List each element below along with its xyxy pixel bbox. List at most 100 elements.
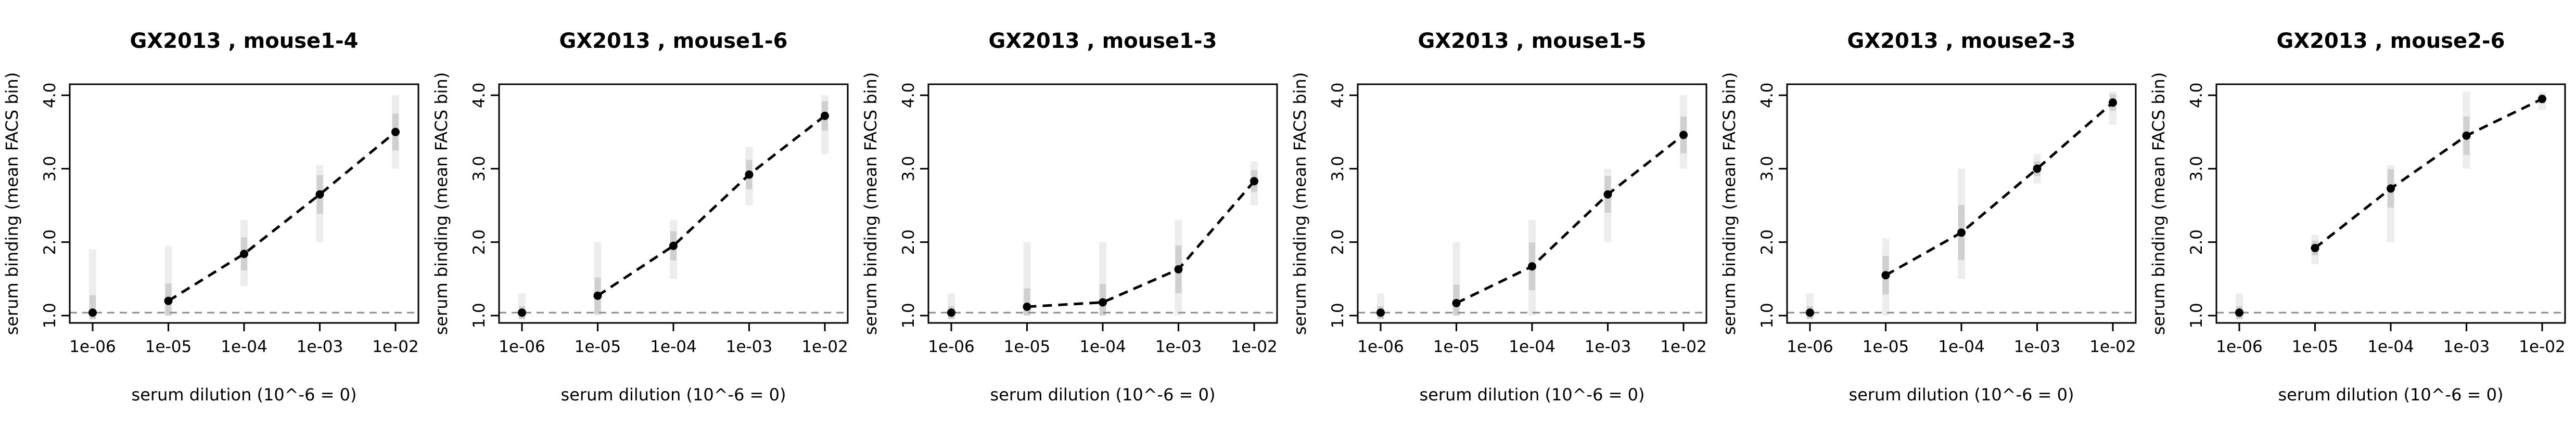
data-point [1174,265,1183,274]
data-point [821,111,829,120]
y-tick-label: 3.0 [2187,156,2206,181]
y-axis-label: serum binding (mean FACS bin) [1719,72,1739,335]
chart-title: GX2013 , mouse1-3 [989,29,1217,53]
chart-panel-2: 1e-06 1e-05 1e-04 1e-03 1e-02 1.0 2.0 3.0 4.0 GX2… [431,29,849,405]
series-line [1885,101,2114,277]
data-point [2235,308,2243,317]
x-tick-label: 1e-06 [499,337,545,356]
x-tick-label: 1e-05 [575,337,621,356]
x-axis-label: serum dilution (10^-6 = 0) [1849,385,2074,405]
x-tick-label: 1e-04 [2367,337,2414,356]
x-tick-label: 1e-03 [1585,337,1631,356]
data-point [240,250,248,258]
x-axis-label: serum dilution (10^-6 = 0) [561,385,786,405]
data-point [2387,184,2395,193]
x-axis-label: serum dilution (10^-6 = 0) [132,385,357,405]
x-tick-label: 1e-05 [145,337,192,356]
chart-panel-6: 1e-06 1e-05 1e-04 1e-03 1e-02 1.0 2.0 3.0 4.0 GX2… [2149,29,2566,405]
x-tick-label: 1e-05 [2292,337,2338,356]
spread-band [1023,242,1031,316]
y-axis-label: serum binding (mean FACS bin) [2,72,22,335]
chart-title: GX2013 , mouse2-3 [1847,29,2076,53]
x-tick-label: 1e-04 [221,337,267,356]
spread-band [1958,168,1965,279]
y-tick-label: 2.0 [41,229,59,255]
y-tick-label: 2.0 [899,229,918,255]
data-point [164,296,173,305]
data-point [2538,95,2546,103]
y-tick-label: 3.0 [1329,156,1347,181]
y-tick-label: 2.0 [1758,229,1777,255]
data-point [88,308,97,317]
data-point [1679,131,1688,139]
series-line [597,114,826,297]
spread-core [1024,288,1030,316]
chart-panel-1: 1e-06 1e-05 1e-04 1e-03 1e-02 1.0 2.0 3.0 4.0 GX2… [2,29,419,405]
x-tick-label: 1e-03 [1155,337,1202,356]
y-tick-label: 1.0 [1758,303,1777,328]
x-tick-label: 1e-06 [69,337,116,356]
data-point [1452,298,1461,307]
x-tick-label: 1e-02 [2089,337,2136,356]
x-tick-label: 1e-05 [1863,337,1909,356]
data-point [1099,298,1107,307]
x-tick-label: 1e-02 [2519,337,2565,356]
x-tick-label: 1e-03 [726,337,772,356]
y-tick-label: 4.0 [1758,83,1777,108]
chart-panel-5: 1e-06 1e-05 1e-04 1e-03 1e-02 1.0 2.0 3.0 4.0 GX2… [1719,29,2137,405]
x-axis-label: serum dilution (10^-6 = 0) [990,385,1216,405]
y-axis-label: serum binding (mean FACS bin) [2149,72,2169,335]
data-point [1023,302,1031,311]
series-line [1027,180,1255,308]
chart-panel-3: 1e-06 1e-05 1e-04 1e-03 1e-02 1.0 2.0 3.0 4.0 GX2… [861,29,1278,405]
data-point [315,190,324,199]
x-tick-label: 1e-06 [1787,337,1833,356]
y-tick-label: 2.0 [470,229,489,255]
y-tick-label: 3.0 [470,156,489,181]
y-tick-label: 3.0 [41,156,59,181]
y-tick-label: 1.0 [1329,303,1347,328]
y-tick-label: 3.0 [1758,156,1777,181]
x-tick-label: 1e-02 [1231,337,1277,356]
y-tick-label: 1.0 [41,303,59,328]
x-tick-label: 1e-04 [1509,337,1555,356]
data-point [1376,308,1385,317]
x-tick-label: 1e-02 [372,337,418,356]
y-tick-label: 1.0 [2187,303,2206,328]
x-tick-label: 1e-04 [1938,337,1984,356]
y-tick-label: 4.0 [470,83,489,108]
series-line [168,131,397,302]
data-point [1957,228,1966,237]
spread-band [1099,242,1106,316]
plot-frame [498,83,849,324]
x-axis-label: serum dilution (10^-6 = 0) [1420,385,1645,405]
y-tick-label: 4.0 [2187,83,2206,108]
chart-title: GX2013 , mouse1-5 [1418,29,1647,53]
data-point [669,241,678,250]
y-tick-label: 4.0 [41,83,59,108]
series-line [1456,134,1685,305]
x-tick-label: 1e-06 [1357,337,1404,356]
x-tick-label: 1e-06 [928,337,974,356]
series-line [2314,97,2543,249]
x-tick-label: 1e-05 [1004,337,1050,356]
data-point [2109,98,2117,107]
spread-band [89,249,96,319]
x-tick-label: 1e-02 [801,337,848,356]
plot-frame [69,83,419,324]
y-axis-label: serum binding (mean FACS bin) [431,72,451,335]
data-point [2033,164,2042,173]
spread-band [316,165,324,242]
data-point [1881,271,1890,280]
x-tick-label: 1e-06 [2216,337,2262,356]
data-point [745,170,754,179]
x-axis-label: serum dilution (10^-6 = 0) [2278,385,2504,405]
chart-title: GX2013 , mouse1-6 [559,29,788,53]
y-tick-label: 1.0 [899,303,918,328]
y-axis-label: serum binding (mean FACS bin) [1290,72,1310,335]
spread-band [2387,165,2394,242]
data-point [1603,190,1612,199]
data-point [2311,243,2319,252]
x-tick-label: 1e-04 [650,337,696,356]
